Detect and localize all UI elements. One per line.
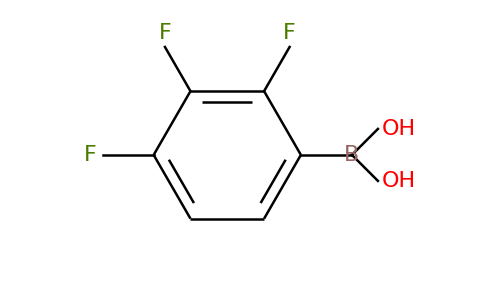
Text: F: F (84, 145, 97, 165)
Text: F: F (283, 23, 296, 43)
Text: B: B (344, 145, 360, 165)
Text: OH: OH (382, 119, 416, 139)
Text: F: F (159, 23, 171, 43)
Text: OH: OH (382, 171, 416, 191)
